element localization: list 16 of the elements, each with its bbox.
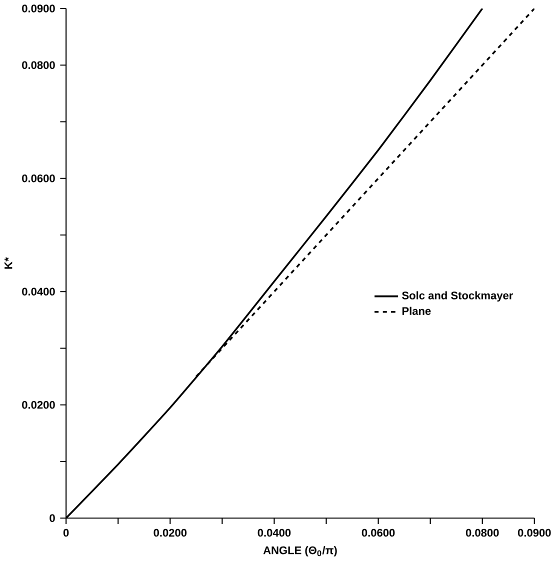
x-axis-title: ANGLE (Θ$_{0}$/π) bbox=[263, 546, 337, 556]
x-tick-label: 0.0400 bbox=[258, 528, 291, 537]
x-tick-label: 0 bbox=[64, 528, 69, 537]
y-tick-label: 0.0400 bbox=[22, 288, 55, 296]
x-tick-label: 0.0800 bbox=[466, 528, 499, 537]
y-tick-label: 0.0200 bbox=[22, 400, 55, 409]
y-tick-label: 0 bbox=[50, 514, 55, 522]
y-axis-title: K* bbox=[4, 257, 12, 269]
legend-label: Solc and Stockmayer bbox=[402, 291, 514, 302]
x-tick-label: 0.0900 bbox=[518, 528, 551, 537]
y-tick-label: 0.0600 bbox=[22, 174, 55, 182]
x-tick-label: 0.0200 bbox=[154, 528, 187, 537]
x-tick-label: 0.0600 bbox=[362, 528, 395, 537]
y-tick-label: 0.0800 bbox=[22, 61, 55, 70]
y-tick-label: 0.0900 bbox=[22, 4, 55, 12]
legend-label: Plane bbox=[402, 306, 431, 315]
